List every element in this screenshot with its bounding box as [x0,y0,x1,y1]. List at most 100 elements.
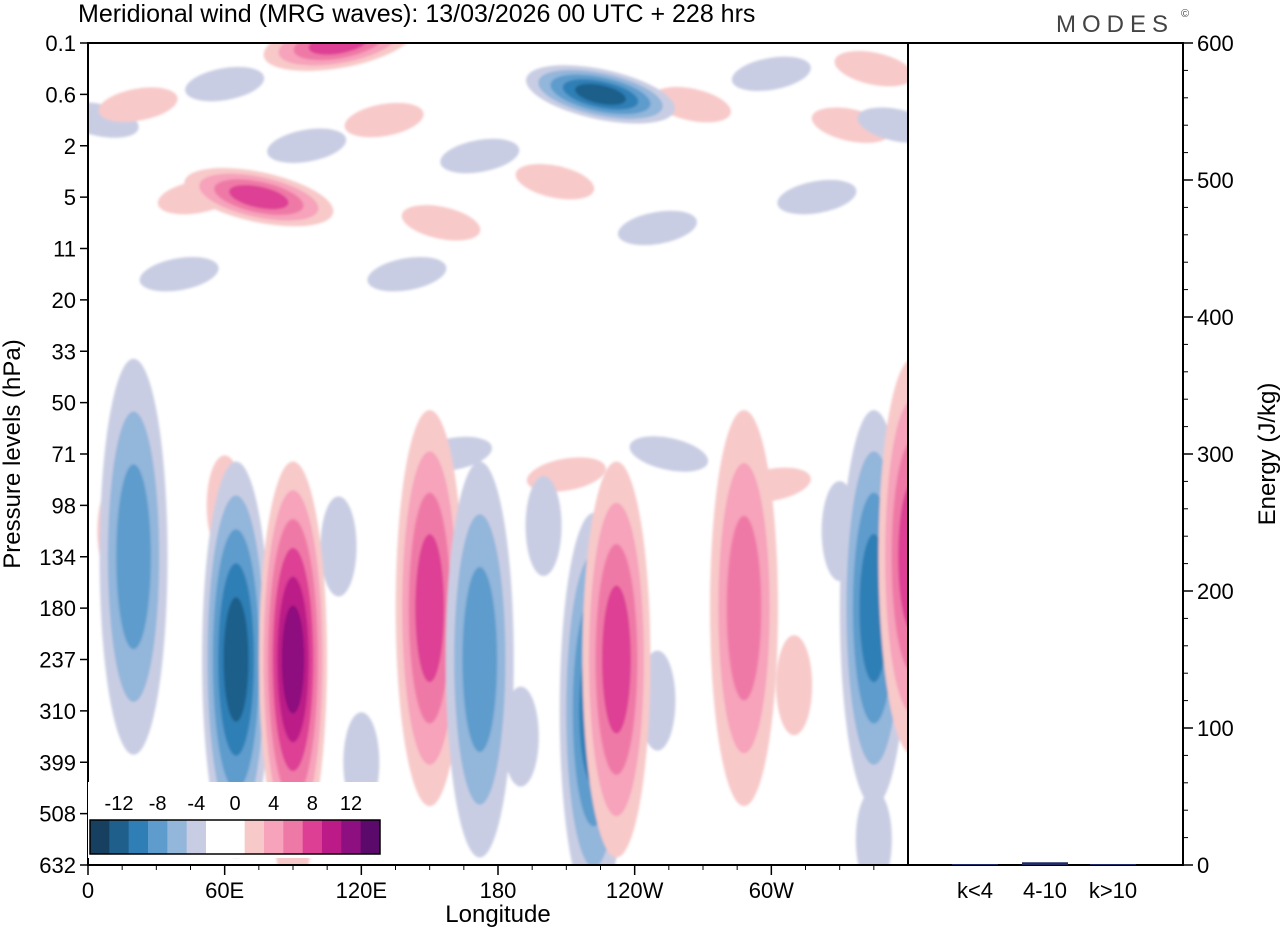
contour-fill [629,436,709,472]
y-tick-label: 11 [53,237,76,262]
x-tick-label: 180 [480,878,517,903]
y-tick-label: 5 [64,185,76,210]
contour-fill [440,138,520,174]
contour-fill [367,256,447,292]
x-tick-label: 60W [749,878,794,903]
energy-bar [1022,862,1068,865]
colorbar-legend: -12 -8 -4 0 4 8 12 [88,782,384,858]
contour-fill [229,184,289,210]
energy-category-label: k<4 [957,878,993,903]
colorbar-segment [90,820,110,854]
colorbar-segment [264,820,284,854]
y-axis-label: Pressure levels (hPa) [0,339,26,568]
y-tick-label: 632 [39,853,76,878]
contour-fill [891,444,908,670]
x-tick-label: 0 [82,878,94,903]
energy-frame [907,42,1184,866]
energy-axis-label: Energy (J/kg) [1254,383,1280,526]
contour-fill [602,585,631,734]
x-axis-label: Longitude [445,901,550,928]
contour-fill [185,66,265,102]
y-tick-label: 399 [39,750,76,775]
colorbar-segment [167,820,188,854]
y-tick-label: 0.6 [45,82,76,107]
y-tick-label: 237 [39,648,76,673]
colorbar-frame [89,819,381,855]
colorbar-label: 4 [268,793,279,815]
contour-fill [777,179,857,215]
contour-fill [415,534,445,683]
contour-fill [344,102,424,138]
contour-fill [462,567,498,752]
colorbar-label: 8 [307,793,318,815]
colorbar-segment [244,820,265,854]
colorbar-label: -8 [149,793,167,815]
energy-axis: 0 100 200 300 400 500 600 [1183,31,1234,878]
y-tick-label: 134 [39,545,76,570]
colorbar-segment [341,820,362,854]
longitude-axis: 0 60E 120E 180 120W 60W [82,865,875,903]
colorbar-segment [128,820,149,854]
y-tick-label: 180 [39,596,76,621]
y-tick-label: 2 [64,134,76,159]
energy-tick-label: 0 [1197,853,1209,878]
y-tick-label: 20 [52,288,76,313]
y-tick-label: 310 [39,699,76,724]
pressure-axis: 0.1 0.6 2 5 11 20 33 50 71 98 134 180 237 310 399 508 63… [39,31,88,878]
energy-tick-label: 500 [1197,168,1234,193]
colorbar-segment [225,820,246,854]
contour-fill [855,789,892,865]
contour-fill [401,205,481,241]
wind-contour-field [88,43,908,865]
modes-logo-mark: © [1181,8,1189,20]
y-tick-label: 71 [52,442,76,467]
colorbar-segment [360,820,381,854]
contour-fill [834,50,908,87]
contour-fill [857,107,908,143]
colorbar-segment [109,820,130,854]
colorbar-label: 0 [229,793,240,815]
x-tick-label: 120W [606,878,664,903]
energy-tick-label: 400 [1197,305,1234,330]
chart-title: Meridional wind (MRG waves): 13/03/2026 … [78,0,755,28]
colorbar-label: -4 [187,793,205,815]
energy-tick-label: 200 [1197,579,1234,604]
contour-fill [726,515,762,701]
colorbar-segment [186,820,207,854]
contour-fill [515,163,595,200]
modes-logo: MODES [1056,11,1174,38]
contour-fill [776,635,813,736]
energy-tick-label: 300 [1197,442,1234,467]
contour-fill [116,464,151,650]
x-tick-label: 120E [336,878,387,903]
contour-layer [88,43,908,865]
energy-bar [952,864,998,865]
contour-fill [898,486,908,628]
colorbar-label: 12 [340,793,362,815]
contour-fill [267,128,347,163]
colorbar-label: -12 [105,793,134,815]
contour-fill [320,496,357,597]
y-tick-label: 50 [52,391,76,416]
contour-fill [281,605,305,714]
x-tick-label: 60E [205,878,244,903]
y-tick-label: 98 [52,493,76,518]
colorbar-segment [283,820,304,854]
energy-category-label: k>10 [1089,878,1137,903]
y-tick-label: 0.1 [45,31,76,56]
contour-fill [731,56,811,92]
contour-fill [223,597,249,722]
contour-fill [139,256,219,292]
energy-category-label: 4-10 [1023,878,1067,903]
colorbar-segment [206,820,226,854]
contour-fill [525,475,562,576]
energy-tick-label: 100 [1197,716,1234,741]
contour-fill [617,210,697,246]
colorbar-segment [148,820,168,854]
contour-fill [98,87,178,122]
y-tick-label: 508 [39,802,76,827]
energy-bars: k<4 4-10 k>10 [952,862,1137,903]
y-tick-label: 33 [52,339,76,364]
colorbar-segment [302,820,323,854]
